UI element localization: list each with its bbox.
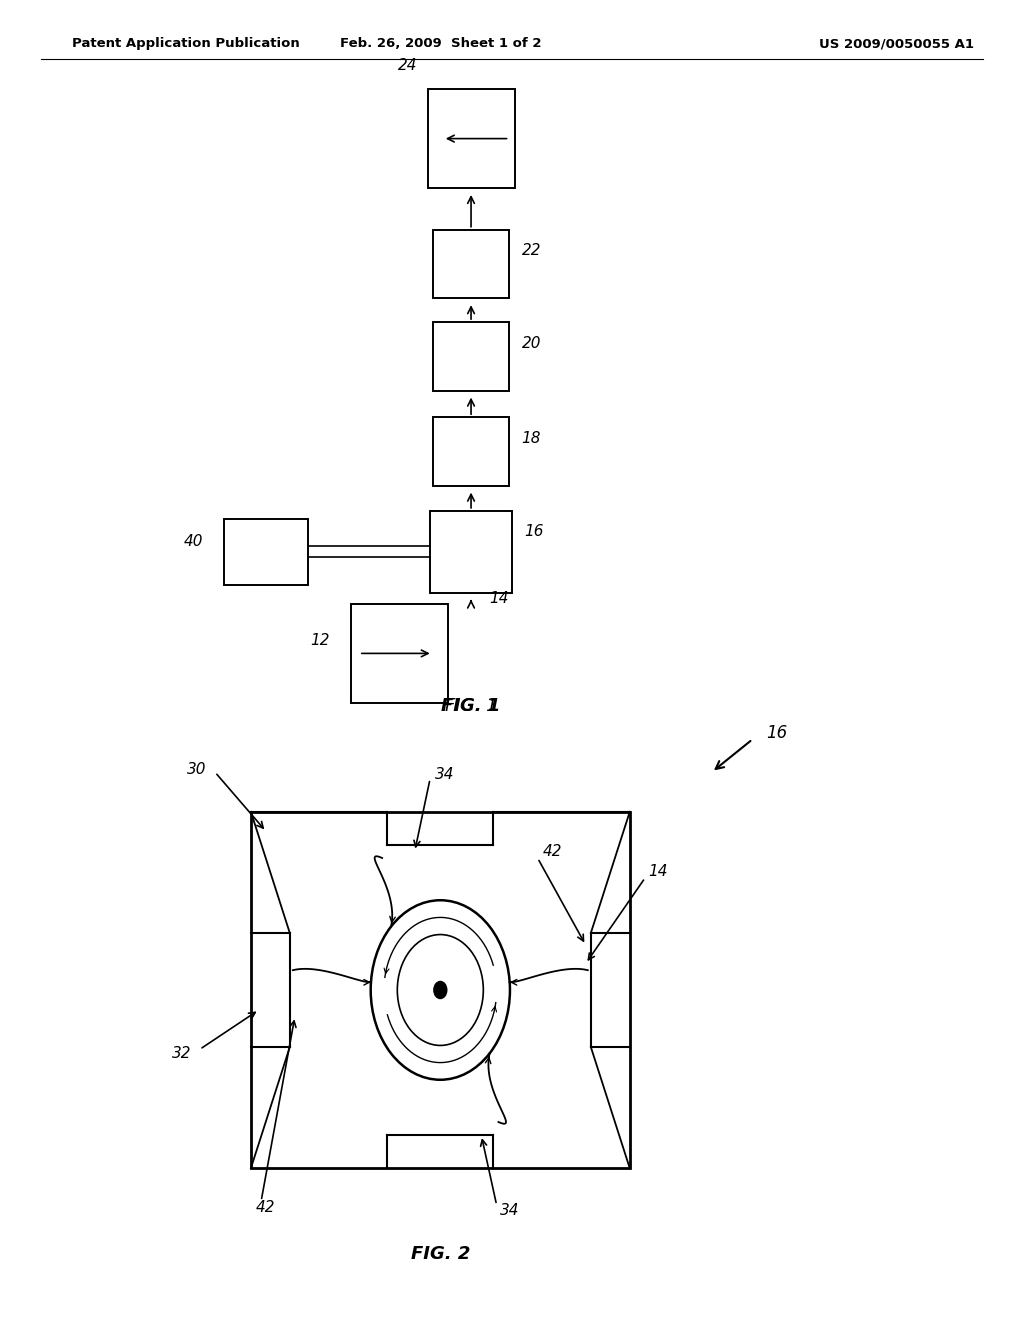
Text: 34: 34 <box>435 767 455 783</box>
Bar <box>430 511 512 593</box>
Circle shape <box>433 981 447 999</box>
Text: 14: 14 <box>648 863 668 879</box>
Bar <box>251 812 630 1168</box>
Bar <box>428 88 515 187</box>
Bar <box>433 417 510 486</box>
Text: 30: 30 <box>187 762 207 777</box>
Text: 14: 14 <box>489 591 509 606</box>
Text: FIG. 2: FIG. 2 <box>411 1245 470 1263</box>
Text: 40: 40 <box>183 533 203 549</box>
Text: Patent Application Publication: Patent Application Publication <box>72 37 299 50</box>
Bar <box>350 605 449 702</box>
Text: 42: 42 <box>543 843 562 859</box>
Text: 12: 12 <box>310 632 330 648</box>
Text: 32: 32 <box>172 1045 191 1061</box>
Text: 42: 42 <box>256 1200 275 1216</box>
Text: 34: 34 <box>500 1203 519 1218</box>
Bar <box>224 519 308 585</box>
Text: 16: 16 <box>766 723 787 742</box>
Text: 20: 20 <box>521 335 542 351</box>
Bar <box>433 322 510 391</box>
Text: FIG. 1: FIG. 1 <box>441 697 501 715</box>
Text: FIG. 1: FIG. 1 <box>444 697 498 715</box>
Text: 24: 24 <box>397 58 418 73</box>
Bar <box>433 230 510 298</box>
Text: 18: 18 <box>521 430 542 446</box>
Text: 22: 22 <box>521 243 542 259</box>
Text: US 2009/0050055 A1: US 2009/0050055 A1 <box>819 37 974 50</box>
Text: Feb. 26, 2009  Sheet 1 of 2: Feb. 26, 2009 Sheet 1 of 2 <box>340 37 541 50</box>
Text: 16: 16 <box>524 524 544 540</box>
